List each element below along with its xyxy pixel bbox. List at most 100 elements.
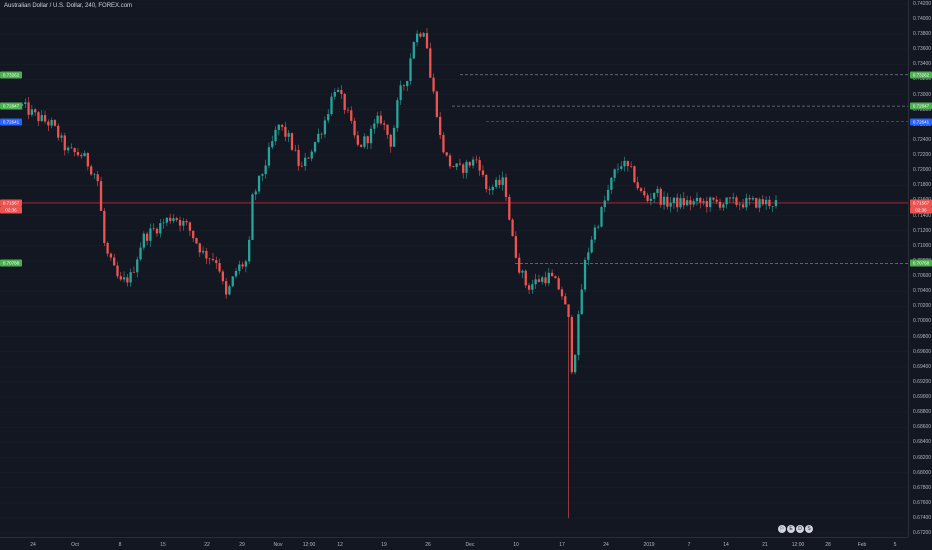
price-tick-label: 0.70000 [913,318,932,325]
candle-body [593,227,597,240]
candle-body [369,128,373,144]
candle-body [425,33,429,49]
dividend-icon[interactable]: D [796,525,804,533]
candle-body [280,124,284,127]
left-price-tag: 02:36 [0,206,22,214]
candle-body [86,153,89,167]
price-tag[interactable]: 0.72847 [910,102,932,110]
candle-body [386,124,389,135]
candle-body [80,155,83,157]
price-tag[interactable]: 0.73262 [910,71,932,79]
calendar-event-icon[interactable]: ⚐ [778,525,786,533]
candle-body [462,164,465,173]
candle-body [333,91,336,97]
candle-body [541,277,544,282]
candle-body [37,112,40,122]
candle-body [113,257,116,266]
time-tick-label: Dec [465,542,475,548]
candle-body [399,85,402,101]
candle-body [429,48,432,78]
chart-pane[interactable]: Australian Dollar / U.S. Dollar, 240, FO… [0,0,908,537]
candle-body [567,304,570,317]
price-tick-label: 0.71400 [913,212,932,219]
earnings-icon[interactable]: E [787,525,795,533]
candle-body [96,174,99,182]
candle-body [606,189,610,201]
candle-body [317,133,320,143]
candle-body [231,276,234,287]
candle-body [47,121,50,126]
time-tick-label: Feb [857,542,867,548]
candle-body [560,289,564,297]
candle-body [636,182,639,189]
price-tick-label: 0.71800 [913,182,932,189]
candle-body [771,206,774,207]
candle-body [83,153,86,157]
candle-body [304,157,307,167]
candle-body [76,152,80,156]
candle-body [524,270,527,286]
time-tick-label: 14 [723,542,729,548]
time-tick-label: 24 [603,542,609,548]
candle-body [149,228,152,241]
time-tick-label: Oct [71,542,79,548]
price-tick-label: 0.67600 [913,499,932,506]
candle-body [643,191,646,196]
price-axis[interactable]: 0.74200 0.74000 0.73800 0.73600 0.73400 0.732… [908,0,932,537]
price-tick-label: 0.69000 [913,394,932,401]
candle-body [238,264,241,271]
price-tick-label: 0.68400 [913,439,932,446]
split-icon[interactable]: S [805,525,813,533]
candle-body [623,160,626,167]
events-bar[interactable]: ⚐ E D S [778,525,813,533]
candle-body [616,168,620,170]
time-tick-label: 7 [687,542,691,548]
candle-body [363,136,366,147]
price-tick-label: 0.72400 [913,136,932,143]
candle-body [659,188,662,205]
candle-body [261,174,264,176]
time-axis[interactable]: 24 Oct 8 15 22 29 Nov 12:00 12 19 26 Dec 10 17 24 2019 7… [0,537,908,550]
candle-body [718,201,722,208]
time-tick-label: 29 [239,542,245,548]
time-tick-label: 5 [893,542,897,548]
candle-body [475,159,478,161]
candle-body [310,151,313,159]
price-tag[interactable]: 0.71567 [910,199,932,207]
candle-body [455,163,458,168]
candle-body [748,198,751,200]
candle-body [564,296,567,305]
candle-body [458,163,462,165]
price-tick-label: 0.74200 [913,0,932,7]
candle-body [182,221,185,226]
candle-body [554,276,557,279]
candle-body [537,279,541,282]
candle-body [491,186,494,191]
candle-body [481,170,485,175]
price-tag[interactable]: 02:36 [910,206,932,214]
price-tick-label: 0.74000 [913,15,932,22]
price-tag[interactable]: 0.72641 [910,118,932,126]
candle-body [307,157,310,159]
left-price-tag: 0.72641 [0,118,22,126]
candle-body [580,289,583,315]
candle-body [323,120,327,135]
candle-body [755,198,758,208]
price-tag[interactable]: 0.70768 [910,259,932,267]
candle-body [244,261,248,267]
candle-body [34,109,37,113]
left-price-tag: 0.72847 [0,102,22,110]
candlestick-chart[interactable] [0,0,908,537]
candle-body [353,120,356,136]
candle-body [165,217,169,223]
time-tick-label: 2019 [643,542,655,548]
candle-body [629,166,633,167]
candle-body [682,198,685,206]
candle-body [574,354,577,373]
candle-body [66,147,70,151]
candle-body [103,210,106,243]
left-price-tag: 0.71567 [0,199,22,207]
candle-body [699,197,702,203]
candle-body [185,221,188,223]
candle-body [758,199,761,208]
